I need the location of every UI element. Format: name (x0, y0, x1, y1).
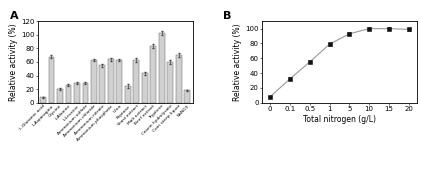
Bar (176, 55, 182, 103)
Bar (150, 46, 157, 103)
Y-axis label: Relative activity (%): Relative activity (%) (233, 23, 242, 101)
Bar (142, 73, 148, 103)
Bar (91, 60, 97, 103)
Bar (83, 83, 88, 103)
Bar (184, 90, 190, 103)
Text: A: A (10, 12, 19, 21)
Bar (40, 97, 46, 103)
Bar (108, 59, 114, 103)
Y-axis label: Relative activity (%): Relative activity (%) (9, 23, 18, 101)
Bar (57, 89, 63, 103)
X-axis label: Total nitrogen (g/L): Total nitrogen (g/L) (303, 115, 376, 124)
Bar (48, 56, 54, 103)
Text: B: B (224, 12, 232, 21)
Bar (133, 60, 139, 103)
Bar (74, 83, 80, 103)
Bar (99, 65, 105, 103)
Bar (66, 85, 72, 103)
Bar (125, 86, 131, 103)
Bar (168, 62, 173, 103)
Bar (117, 60, 123, 103)
Bar (159, 33, 165, 103)
